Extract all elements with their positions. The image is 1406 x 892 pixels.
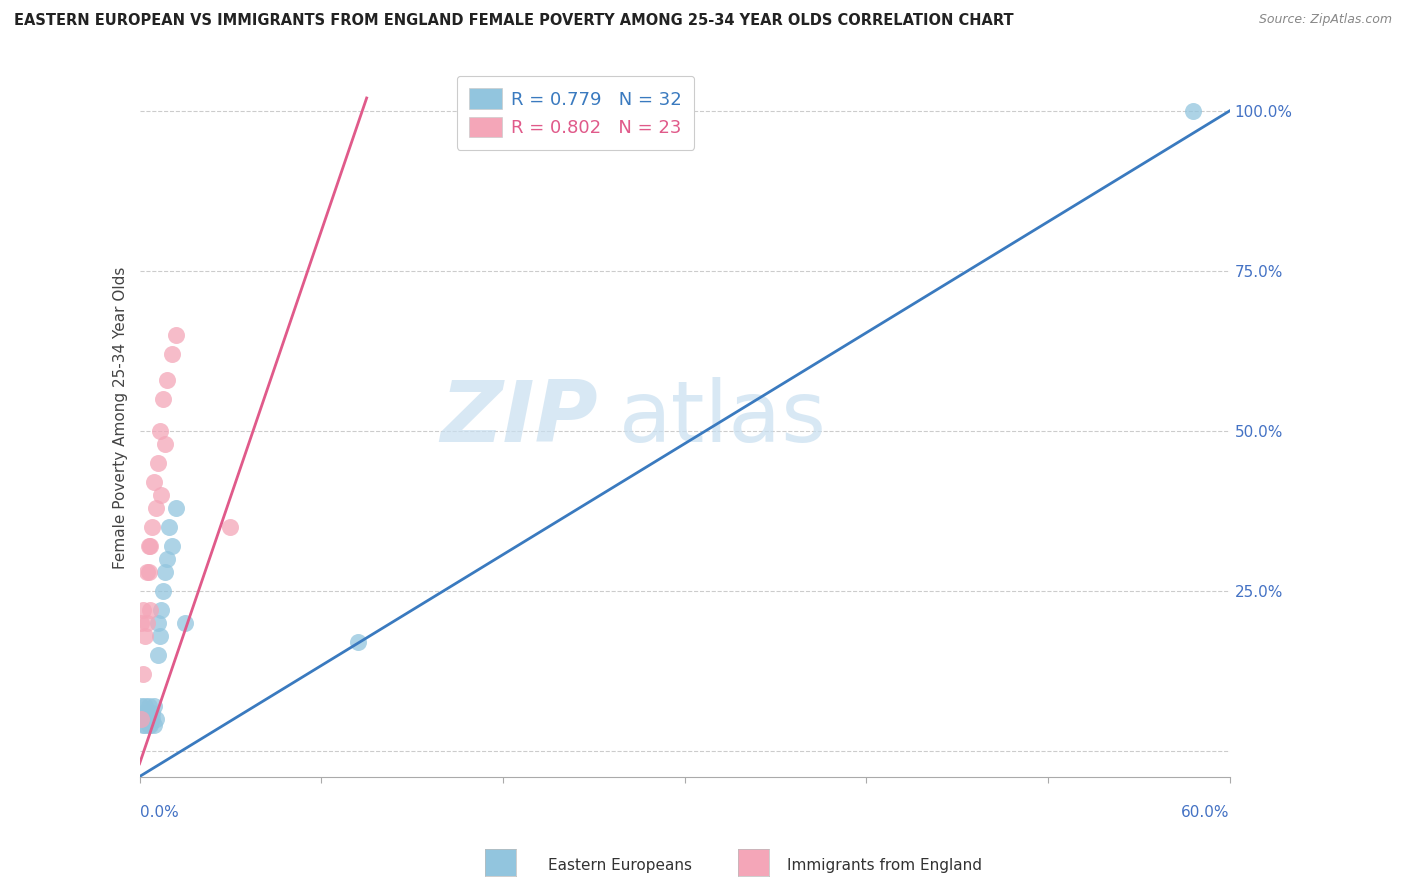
Point [135,565,157,579]
Point [152,583,174,598]
Text: 0.0%: 0.0% [139,805,179,821]
Point [1182,103,1205,118]
Point [138,699,160,714]
Point [157,520,180,534]
Point [148,424,170,438]
Point [134,718,156,732]
Point [138,718,160,732]
Text: ZIP: ZIP [440,376,598,459]
Point [131,712,153,726]
Y-axis label: Female Poverty Among 25-34 Year Olds: Female Poverty Among 25-34 Year Olds [114,267,128,569]
Point [148,629,170,643]
Point [141,712,163,726]
Point [146,615,169,630]
Point [132,706,155,720]
Legend: R = 0.779   N = 32, R = 0.802   N = 23: R = 0.779 N = 32, R = 0.802 N = 23 [457,76,695,150]
Point [219,520,242,534]
Point [131,615,153,630]
Text: Eastern Europeans: Eastern Europeans [548,858,692,872]
Point [156,552,179,566]
Point [141,520,163,534]
Point [134,712,156,726]
Point [153,565,176,579]
Point [135,615,157,630]
Point [153,436,176,450]
Point [152,392,174,406]
Point [132,603,155,617]
Point [135,706,157,720]
Point [143,718,166,732]
Point [134,699,156,714]
Text: EASTERN EUROPEAN VS IMMIGRANTS FROM ENGLAND FEMALE POVERTY AMONG 25-34 YEAR OLDS: EASTERN EUROPEAN VS IMMIGRANTS FROM ENGL… [14,13,1014,29]
Text: atlas: atlas [619,376,827,459]
Text: Immigrants from England: Immigrants from England [787,858,983,872]
Point [150,488,173,502]
Point [138,539,160,553]
Point [146,456,169,470]
Point [146,648,169,662]
Point [174,615,197,630]
Point [145,500,167,515]
Point [165,327,187,342]
Point [165,500,187,515]
Point [156,373,179,387]
Point [138,565,160,579]
Point [135,712,157,726]
Text: 60.0%: 60.0% [1181,805,1230,821]
Point [145,712,167,726]
Point [138,706,160,720]
Point [139,718,162,732]
Point [162,347,184,361]
Point [150,603,173,617]
Point [162,539,184,553]
Point [134,629,156,643]
Point [143,699,166,714]
Point [139,712,162,726]
Point [131,699,153,714]
Point [141,706,163,720]
Point [131,712,153,726]
Point [139,603,162,617]
Point [132,718,155,732]
Text: Source: ZipAtlas.com: Source: ZipAtlas.com [1258,13,1392,27]
Point [139,539,162,553]
Point [132,667,155,681]
Point [346,635,368,649]
Point [143,475,166,489]
